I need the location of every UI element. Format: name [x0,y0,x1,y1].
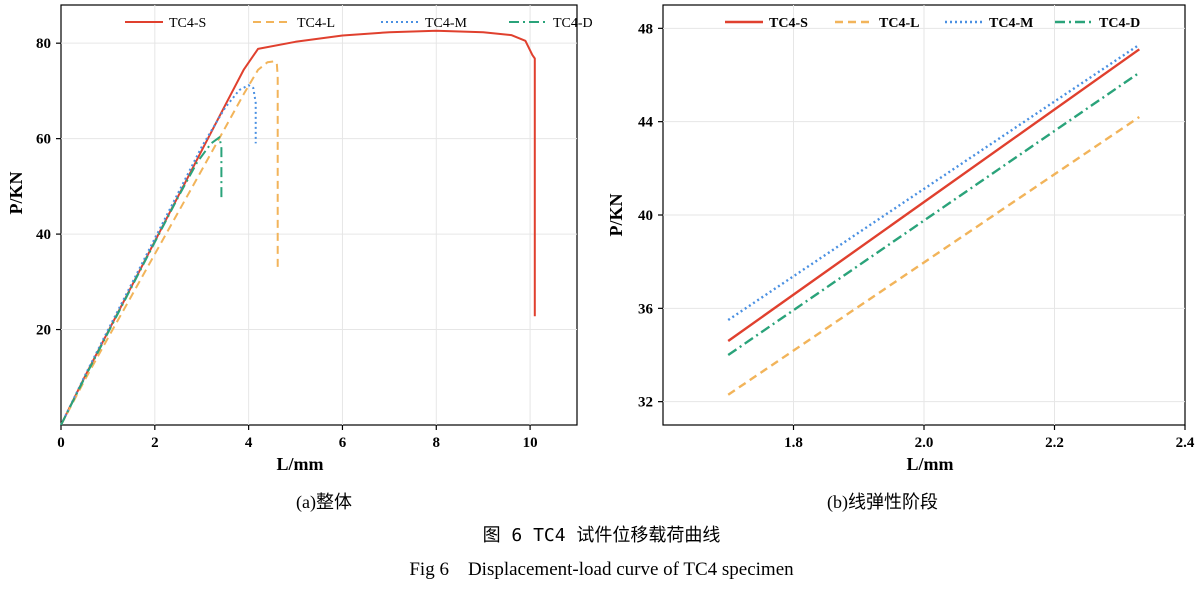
x-tick-label: 10 [523,435,538,451]
y-tick-label: 60 [36,132,51,148]
series-group [727,43,1140,396]
y-tick-label: 40 [638,208,653,224]
x-axis-label: L/mm [907,454,954,474]
figure-caption-en: Fig 6 Displacement-load curve of TC4 spe… [409,559,794,580]
x-tick-label: 1.8 [784,435,803,451]
x-axis-label: L/mm [277,454,324,474]
legend-label-tc4-d: TC4-D [1099,16,1140,31]
legend-label-tc4-s: TC4-S [769,16,808,31]
series-line-tc4-d [60,136,223,426]
y-tick-label: 48 [638,21,653,37]
subcaption-b: (b)线弹性阶段 [827,492,938,512]
legend-label-tc4-m: TC4-M [425,16,468,31]
y-axis-label: P/KN [606,194,626,237]
panel-a: 0 2 4 6 8 10 20 40 60 80 TC4-S TC4-L TC4-M TC4-D L/m… [6,4,593,474]
legend: TC4-S TC4-L TC4-M TC4-D [125,16,593,31]
y-tick-label: 32 [638,395,653,411]
x-tick-label: 6 [339,435,347,451]
series-line-tc4-l [727,116,1140,396]
series-line-tc4-m [60,84,257,426]
series-line-tc4-s [727,48,1140,342]
legend-label-tc4-m: TC4-M [989,16,1033,31]
y-tick-label: 44 [638,115,654,131]
x-tick-label: 0 [57,435,65,451]
x-tick-label: 2.0 [915,435,934,451]
y-tick-label: 80 [36,36,51,52]
y-tick-label: 20 [36,323,51,339]
legend-label-tc4-l: TC4-L [879,16,919,31]
series-group [60,29,536,426]
y-axis-label: P/KN [6,172,26,215]
x-tick-label: 2 [151,435,159,451]
figure-caption-cn: 图 6 TC4 试件位移载荷曲线 [482,525,721,546]
legend-label-tc4-l: TC4-L [297,16,335,31]
series-line-tc4-s [60,29,536,426]
legend-label-tc4-s: TC4-S [169,16,206,31]
x-tick-label: 2.2 [1045,435,1064,451]
legend: TC4-S TC4-L TC4-M TC4-D [725,16,1140,31]
subcaption-a: (a)整体 [296,492,352,512]
series-line-tc4-l [60,60,279,426]
series-line-tc4-d [727,71,1140,356]
series-line-tc4-m [727,43,1140,321]
x-tick-label: 2.4 [1176,435,1195,451]
y-tick-label: 36 [638,301,654,317]
legend-label-tc4-d: TC4-D [553,16,593,31]
plot-frame [60,4,578,426]
x-tick-label: 4 [245,435,253,451]
y-tick-label: 40 [36,227,51,243]
x-tick-label: 8 [433,435,441,451]
